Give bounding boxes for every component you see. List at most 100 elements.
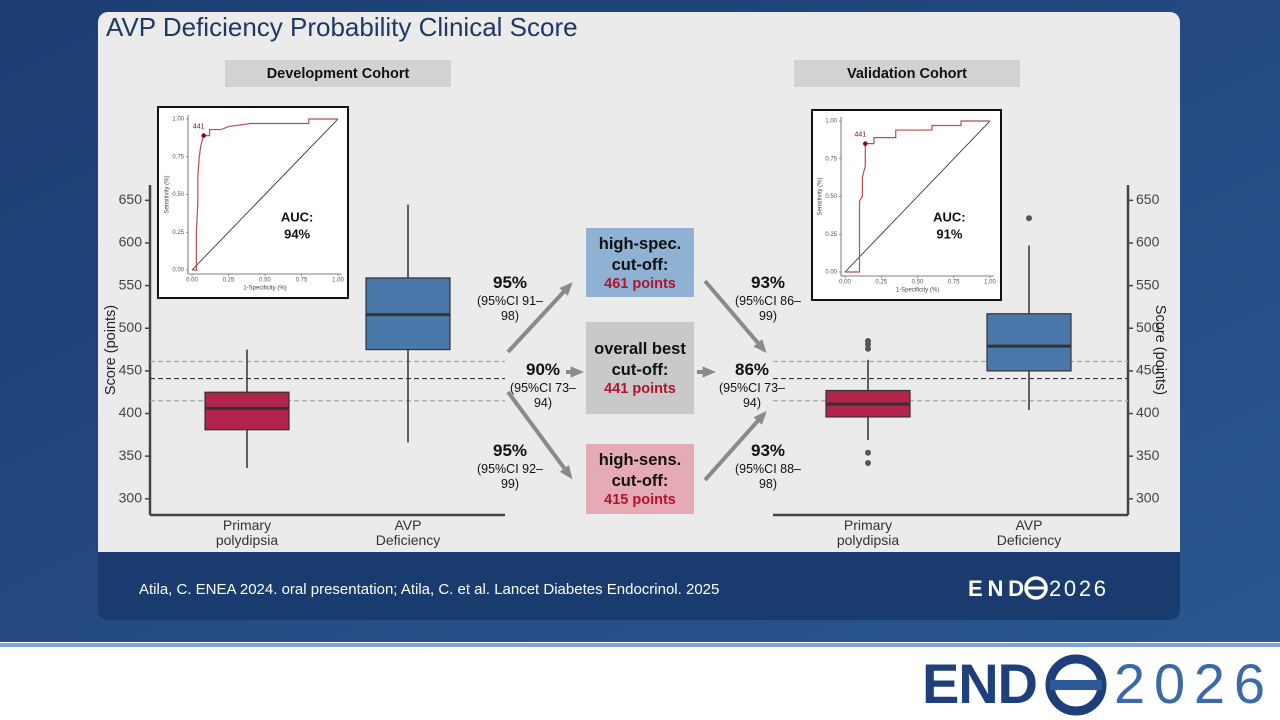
y-axis-label: Score (points) [1152,305,1168,395]
y-tick-label: 650 [1136,191,1160,207]
y-tick-label: 600 [1136,234,1160,250]
stat-ci: (95%CI 73–94) [509,381,576,410]
cutoff-points: 461 points [604,275,676,292]
y-tick-label: 0.50 [172,192,184,198]
banner-line [0,643,1280,647]
category-label: Primary polydipsia [215,517,279,548]
auc-value: 94% [284,226,310,241]
cutoff-point [863,141,868,146]
y-axis-label: Sensitivity (%) [818,177,824,215]
y-tick-label: 650 [119,191,143,207]
stat-value: 93% [750,441,786,460]
arrow-head [753,339,767,354]
stat-ci: (95%CI 92–99) [476,462,543,491]
y-tick-label: 300 [1136,490,1160,506]
cutoff-label: high-sens. cut-off: [598,451,682,490]
y-tick-label: 0.25 [825,232,837,238]
x-axis-label: 1-Specificity (%) [243,286,286,292]
arrow-head [570,366,584,378]
auc-label: AUC: [933,209,966,224]
y-tick-label: 1.00 [172,117,184,123]
cutoff: overall best cut-off: 441 points [586,322,694,414]
y-tick-label: 0.00 [825,270,837,276]
cutoff: high-sens. cut-off: 415 points [586,444,694,514]
cutoff-points: 415 points [604,492,676,508]
y-tick-label: 1.00 [825,119,837,125]
y-tick-label: 400 [1136,404,1160,420]
x-tick-label: 0.25 [875,280,887,286]
stat-value: 95% [492,273,528,292]
y-tick-label: 500 [1136,319,1160,335]
x-tick-label: 0.75 [296,278,308,284]
arrow [506,283,572,354]
cutoff-point-label: 441 [854,131,866,138]
cohort-header-bg [794,60,1020,87]
y-tick-label: 350 [119,447,143,463]
outlier [865,341,871,348]
y-tick-label: 300 [119,490,143,506]
category-label: Primary polydipsia [836,517,900,548]
y-tick-label: 350 [1136,447,1160,463]
logo-left: END [968,576,1024,601]
x-tick-label: 1.00 [984,280,996,286]
stat-ci: (95%CI 73–94) [718,381,785,410]
roc-frame [157,106,349,299]
x-axis-label: 1-Specificity (%) [896,288,939,294]
stat-value: 93% [750,273,786,292]
y-tick-label: 0.75 [825,156,837,162]
x-tick-label: 0.50 [259,278,271,284]
banner-logo-left: END [922,652,1038,715]
stat-ci: (95%CI 88–98) [734,462,801,491]
y-tick-label: 400 [119,404,143,420]
y-tick-label: 450 [1136,362,1160,378]
cohort-header: Validation Cohort [847,66,967,82]
category-label: AVP Deficiency [996,517,1062,548]
slide-title: AVP Deficiency Probability Clinical Scor… [106,12,578,42]
y-tick-label: 0.25 [172,230,184,236]
arrow-head [702,366,716,378]
cohort-header-bg [225,60,451,87]
cutoff-point-label: 441 [193,123,205,130]
cutoff-label: high-spec. cut-off: [598,234,682,274]
x-tick-label: 0.00 [839,280,851,286]
y-tick-label: 450 [119,362,143,378]
roc-curve [845,120,990,273]
arrow [703,412,766,482]
category-label: AVP Deficiency [375,517,441,548]
arrow-head [559,465,573,480]
x-tick-label: 0.75 [948,280,960,286]
outlier [865,345,871,352]
y-tick-label: 500 [119,319,143,335]
stat-value: 90% [525,360,561,379]
y-axis-label: Score (points) [103,305,119,395]
y-tick-label: 550 [1136,276,1160,292]
roc-frame [811,109,1002,301]
x-tick-label: 0.25 [223,278,235,284]
banner-logo-o-bar [1050,680,1102,690]
box [986,313,1072,372]
cohort-header: Development Cohort [267,66,410,82]
cutoff-box [586,228,694,297]
cutoff-points: 441 points [604,381,676,397]
cutoff-point [201,133,206,138]
arrow-head [559,282,573,296]
stat-value: 86% [734,360,770,379]
arrow-head [753,411,767,425]
stat-ci: (95%CI 91–98) [476,294,543,323]
cutoff-box [586,444,694,514]
stat-value: 95% [492,441,528,460]
y-tick-label: 0.50 [825,194,837,200]
x-tick-label: 0.50 [912,280,924,286]
cutoff-box [586,322,694,414]
auc-label: AUC: [281,209,314,224]
y-tick-label: 600 [119,234,143,250]
cutoff-label: overall best cut-off: [594,340,686,379]
arrow [506,390,572,478]
diagonal [844,120,991,273]
x-tick-label: 1.00 [332,278,344,284]
arrow [703,279,766,352]
outlier [865,449,871,456]
box [204,391,290,431]
